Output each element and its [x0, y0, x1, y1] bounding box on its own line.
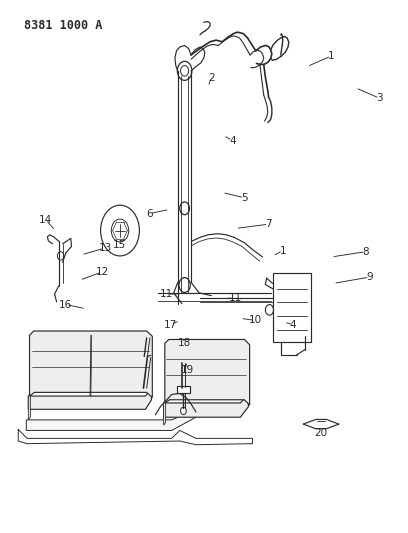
Circle shape [180, 202, 189, 215]
Text: 20: 20 [315, 428, 328, 438]
Text: 17: 17 [164, 320, 177, 330]
Circle shape [179, 278, 190, 293]
Text: 5: 5 [241, 193, 248, 203]
Text: 8: 8 [362, 247, 369, 257]
Text: 6: 6 [146, 208, 153, 219]
Text: 4: 4 [229, 135, 235, 146]
Circle shape [58, 252, 64, 260]
Polygon shape [29, 331, 152, 398]
Polygon shape [28, 393, 30, 420]
Polygon shape [164, 394, 248, 417]
Text: 9: 9 [366, 272, 373, 282]
Text: 11: 11 [229, 293, 242, 303]
Text: 15: 15 [113, 240, 126, 251]
Text: 7: 7 [265, 219, 272, 229]
Circle shape [181, 407, 186, 415]
Polygon shape [26, 409, 196, 431]
Circle shape [181, 66, 188, 76]
Circle shape [265, 304, 273, 315]
Text: 3: 3 [376, 93, 383, 103]
Polygon shape [164, 400, 166, 425]
Text: 18: 18 [178, 338, 191, 348]
Text: 19: 19 [181, 365, 195, 375]
Polygon shape [28, 388, 151, 409]
Text: 10: 10 [249, 316, 262, 326]
Polygon shape [165, 340, 250, 405]
Polygon shape [177, 386, 190, 393]
Text: 2: 2 [208, 72, 215, 83]
Text: 16: 16 [59, 300, 73, 310]
Text: 1: 1 [328, 51, 335, 61]
Circle shape [111, 219, 129, 242]
Polygon shape [273, 273, 311, 342]
Text: 4: 4 [290, 320, 296, 330]
Text: 14: 14 [39, 215, 52, 225]
Circle shape [177, 61, 192, 80]
Text: 11: 11 [160, 289, 173, 299]
Text: 12: 12 [95, 267, 109, 277]
Text: 8381 1000 A: 8381 1000 A [24, 19, 103, 32]
Circle shape [101, 205, 140, 256]
Text: 1: 1 [279, 246, 286, 256]
Text: 13: 13 [98, 243, 112, 253]
